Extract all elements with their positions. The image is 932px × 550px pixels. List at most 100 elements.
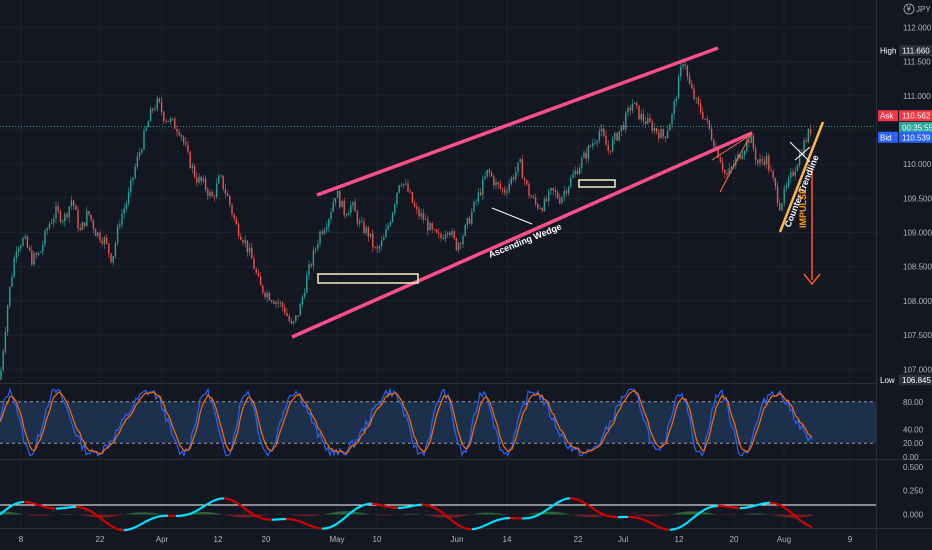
candle-body <box>352 202 354 206</box>
ask-price-tag: Ask 110.562 <box>878 110 932 122</box>
candle-body <box>792 172 794 176</box>
osc-line-segment <box>483 524 487 527</box>
candle-body <box>182 136 185 143</box>
candle-body <box>275 302 277 304</box>
candle-body <box>460 243 462 245</box>
candle-body <box>28 247 31 251</box>
osc-line-segment <box>577 498 581 502</box>
candle-body <box>552 188 554 191</box>
candle-body <box>64 213 66 222</box>
candle-body <box>717 146 719 158</box>
candle-body <box>235 218 238 225</box>
osc-line-segment <box>355 506 359 510</box>
osc-line-segment <box>485 523 489 527</box>
candle-body <box>149 108 152 122</box>
candle-body <box>532 197 535 198</box>
osc-line-segment <box>133 525 137 529</box>
candle-body <box>132 177 134 181</box>
osc-line-segment <box>489 521 493 525</box>
osc-line-segment <box>193 510 197 514</box>
osc-line-segment <box>443 513 447 517</box>
time-tick-label: 20 <box>262 535 271 544</box>
time-axis: 8 22 Apr 12 20 May 10 Jun 14 22 Jul 12 20 Aug 9 <box>19 535 853 544</box>
candle-body <box>728 168 730 176</box>
candle-body <box>310 264 312 266</box>
osc-line-segment <box>85 507 89 511</box>
osc-line-segment <box>337 520 341 524</box>
osc-line-segment <box>605 514 609 518</box>
candle-body <box>376 247 378 249</box>
candle-body <box>724 170 726 174</box>
candle-body <box>790 172 792 178</box>
osc-line-segment <box>705 507 709 510</box>
yen-icon <box>903 3 915 15</box>
tag-value-bg <box>899 110 932 122</box>
candle-body <box>26 236 29 248</box>
tag-value-bg <box>899 122 932 134</box>
candle-body <box>367 227 370 237</box>
candlestick-series <box>0 59 812 381</box>
candle-body <box>24 236 26 239</box>
osc-line-segment <box>637 516 641 520</box>
candle-body <box>306 275 308 293</box>
osc-line-segment <box>657 525 661 529</box>
candle-body <box>246 240 249 253</box>
candle-body <box>479 192 482 195</box>
candle-body <box>422 213 425 220</box>
candle-body <box>233 214 235 219</box>
candle-body <box>444 234 447 239</box>
candle-body <box>651 121 653 132</box>
osc-line-segment <box>495 518 499 522</box>
osc-line-segment <box>549 505 553 509</box>
osc-line-segment <box>651 522 655 526</box>
osc-line-segment <box>255 514 259 518</box>
osc-line-segment <box>303 522 307 525</box>
candle-body <box>121 213 123 225</box>
candle-body <box>55 206 57 219</box>
high-price-tag: High 111.660 <box>878 45 932 57</box>
candle-body <box>633 102 636 105</box>
osc-line-segment <box>191 511 195 515</box>
candle-body <box>730 166 733 169</box>
osc-line-segment <box>785 507 789 512</box>
candle-body <box>451 231 453 235</box>
candle-body <box>457 243 460 251</box>
candle-body <box>642 113 645 122</box>
price-tags: High 111.660 Ask 110.562 00:35:55 Bid 110.539 L… <box>878 45 932 386</box>
osc-line-segment <box>479 525 483 529</box>
osc-line-segment <box>543 509 547 513</box>
osc-line-segment <box>87 508 91 512</box>
candle-body <box>640 113 642 120</box>
osc-line-segment <box>461 526 465 529</box>
osc-line-segment <box>251 512 255 516</box>
candle-body <box>222 175 224 190</box>
osc-line-segment <box>601 512 605 516</box>
candle-body <box>413 202 416 207</box>
time-tick-label: 12 <box>214 535 223 544</box>
osc-line-segment <box>555 501 559 505</box>
candle-body <box>244 240 246 243</box>
candle-body <box>281 302 284 308</box>
candle-body <box>504 189 506 193</box>
candle-body <box>737 154 739 159</box>
tag-label: Bid <box>880 133 892 142</box>
candle-body <box>781 203 783 211</box>
candle-body <box>158 98 161 102</box>
osc-line-segment <box>341 517 345 521</box>
candle-body <box>603 128 605 136</box>
candle-body <box>578 167 581 175</box>
osc-line-segment <box>803 522 807 526</box>
candle-body <box>328 219 330 228</box>
osc-line-segment <box>683 522 687 526</box>
currency-badge[interactable]: ¥ JPY <box>903 3 931 15</box>
counter-trendline <box>778 121 825 233</box>
osc-line-segment <box>585 502 589 507</box>
candle-body <box>484 176 486 180</box>
candle-body <box>567 186 570 194</box>
osc-line-segment <box>535 514 539 518</box>
candle-body <box>554 190 557 193</box>
osc-line-segment <box>215 498 219 501</box>
candle-body <box>70 200 73 207</box>
candle-body <box>440 234 442 239</box>
